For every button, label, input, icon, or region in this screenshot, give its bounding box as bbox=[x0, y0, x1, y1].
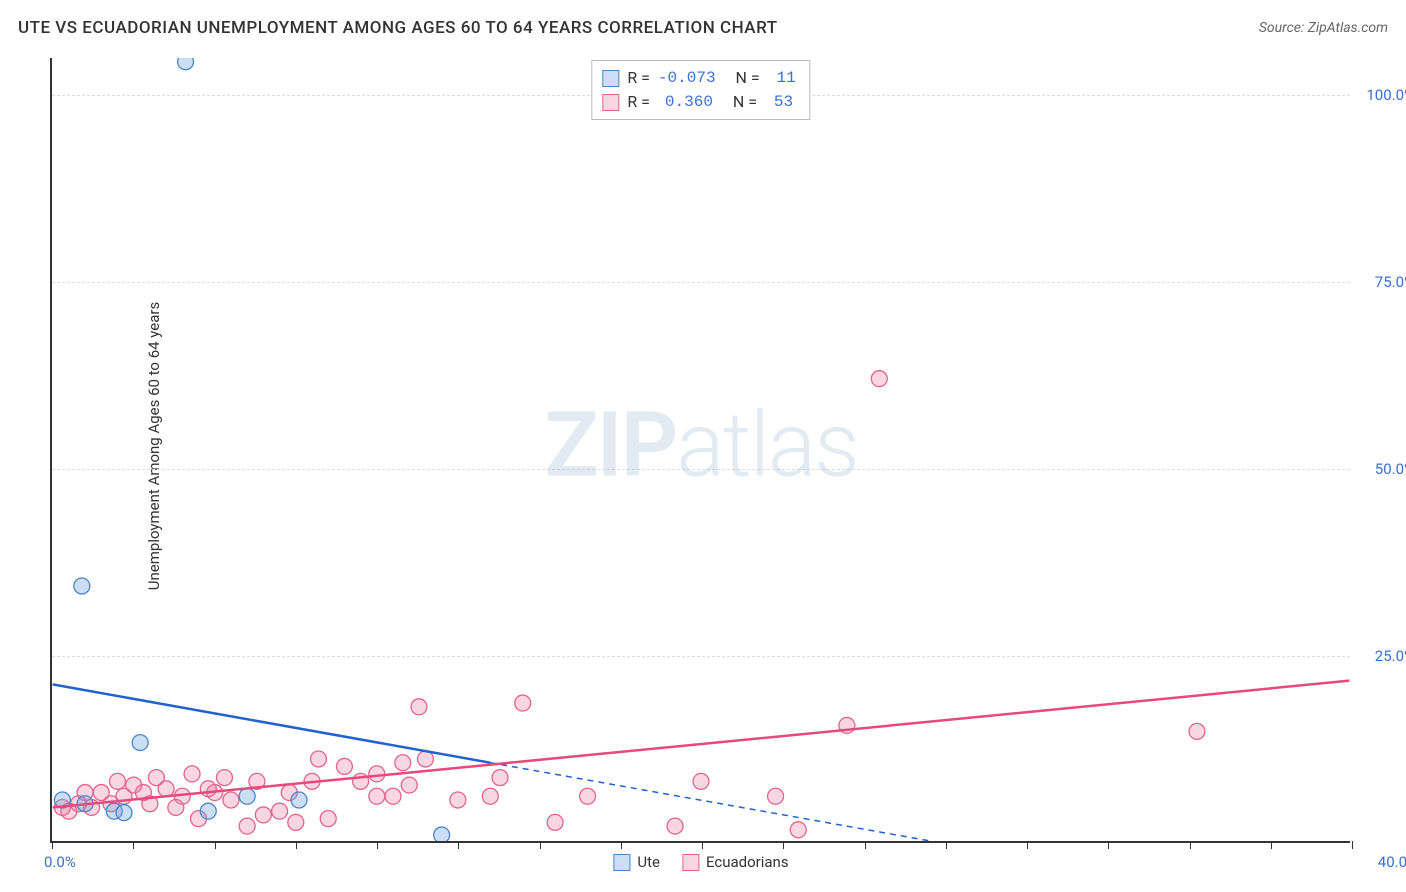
data-point bbox=[216, 770, 232, 786]
data-point bbox=[395, 755, 411, 771]
x-axis-label-min: 0.0% bbox=[44, 853, 76, 871]
x-tick bbox=[133, 841, 134, 849]
data-point bbox=[272, 803, 288, 819]
n-label: N = bbox=[733, 90, 757, 114]
y-tick-label: 100.0% bbox=[1366, 86, 1406, 104]
data-point bbox=[369, 788, 385, 804]
x-axis-label-max: 40.0% bbox=[1378, 853, 1406, 871]
data-point bbox=[417, 751, 433, 767]
data-point bbox=[482, 788, 498, 804]
data-point bbox=[178, 58, 194, 70]
data-point bbox=[492, 770, 508, 786]
data-point bbox=[580, 788, 596, 804]
x-tick bbox=[702, 841, 703, 849]
x-tick bbox=[621, 841, 622, 849]
x-tick bbox=[296, 841, 297, 849]
stats-row: R = 0.360 N = 53 bbox=[602, 90, 795, 114]
x-tick bbox=[52, 841, 53, 849]
y-tick-label: 25.0% bbox=[1375, 647, 1406, 665]
legend-label: Ecuadorians bbox=[706, 853, 789, 871]
data-point bbox=[1189, 723, 1205, 739]
r-value: -0.073 bbox=[658, 66, 716, 90]
data-point bbox=[667, 818, 683, 834]
x-tick bbox=[1027, 841, 1028, 849]
data-point bbox=[336, 758, 352, 774]
data-point bbox=[255, 807, 271, 823]
data-point bbox=[223, 792, 239, 808]
chart-title: UTE VS ECUADORIAN UNEMPLOYMENT AMONG AGE… bbox=[18, 18, 778, 38]
x-tick bbox=[946, 841, 947, 849]
data-point bbox=[110, 773, 126, 789]
trend-line bbox=[53, 684, 491, 762]
scatter-svg bbox=[52, 58, 1350, 841]
legend-item: Ute bbox=[613, 853, 660, 871]
data-point bbox=[291, 792, 307, 808]
legend-swatch bbox=[682, 854, 699, 871]
data-point bbox=[320, 811, 336, 827]
legend-item: Ecuadorians bbox=[682, 853, 789, 871]
x-tick bbox=[1190, 841, 1191, 849]
source-label: Source: ZipAtlas.com bbox=[1259, 20, 1388, 36]
x-tick bbox=[377, 841, 378, 849]
x-tick bbox=[783, 841, 784, 849]
r-label: R = bbox=[627, 66, 650, 90]
data-point bbox=[239, 818, 255, 834]
data-point bbox=[168, 799, 184, 815]
legend-swatch bbox=[613, 854, 630, 871]
x-tick bbox=[1352, 841, 1353, 849]
data-point bbox=[790, 822, 806, 838]
data-point bbox=[369, 766, 385, 782]
data-point bbox=[434, 827, 450, 841]
n-label: N = bbox=[736, 66, 760, 90]
data-point bbox=[239, 788, 255, 804]
legend: Ute Ecuadorians bbox=[613, 853, 788, 871]
data-point bbox=[116, 805, 132, 821]
data-point bbox=[148, 770, 164, 786]
data-point bbox=[184, 766, 200, 782]
plot-area: ZIPatlas R = -0.073 N = 11 R = 0.360 N =… bbox=[50, 58, 1350, 843]
y-tick-label: 75.0% bbox=[1375, 273, 1406, 291]
stats-row: R = -0.073 N = 11 bbox=[602, 66, 795, 90]
data-point bbox=[385, 788, 401, 804]
x-tick bbox=[458, 841, 459, 849]
data-point bbox=[200, 803, 216, 819]
series-swatch bbox=[602, 70, 619, 87]
data-point bbox=[401, 777, 417, 793]
data-point bbox=[132, 735, 148, 751]
y-tick-label: 50.0% bbox=[1375, 460, 1406, 478]
data-point bbox=[200, 781, 216, 797]
data-point bbox=[871, 371, 887, 387]
data-point bbox=[768, 788, 784, 804]
legend-label: Ute bbox=[637, 853, 660, 871]
data-point bbox=[515, 695, 531, 711]
data-point bbox=[547, 814, 563, 830]
data-point bbox=[74, 578, 90, 594]
x-tick bbox=[540, 841, 541, 849]
n-value: 11 bbox=[768, 66, 796, 90]
n-value: 53 bbox=[765, 90, 793, 114]
series-swatch bbox=[602, 94, 619, 111]
data-point bbox=[693, 773, 709, 789]
x-tick bbox=[865, 841, 866, 849]
data-point bbox=[450, 792, 466, 808]
x-tick bbox=[1271, 841, 1272, 849]
data-point bbox=[288, 814, 304, 830]
correlation-stats-box: R = -0.073 N = 11 R = 0.360 N = 53 bbox=[591, 60, 810, 120]
x-tick bbox=[215, 841, 216, 849]
data-point bbox=[411, 699, 427, 715]
data-point bbox=[93, 785, 109, 801]
r-label: R = bbox=[627, 90, 650, 114]
x-tick bbox=[1108, 841, 1109, 849]
data-point bbox=[310, 751, 326, 767]
r-value: 0.360 bbox=[658, 90, 713, 114]
